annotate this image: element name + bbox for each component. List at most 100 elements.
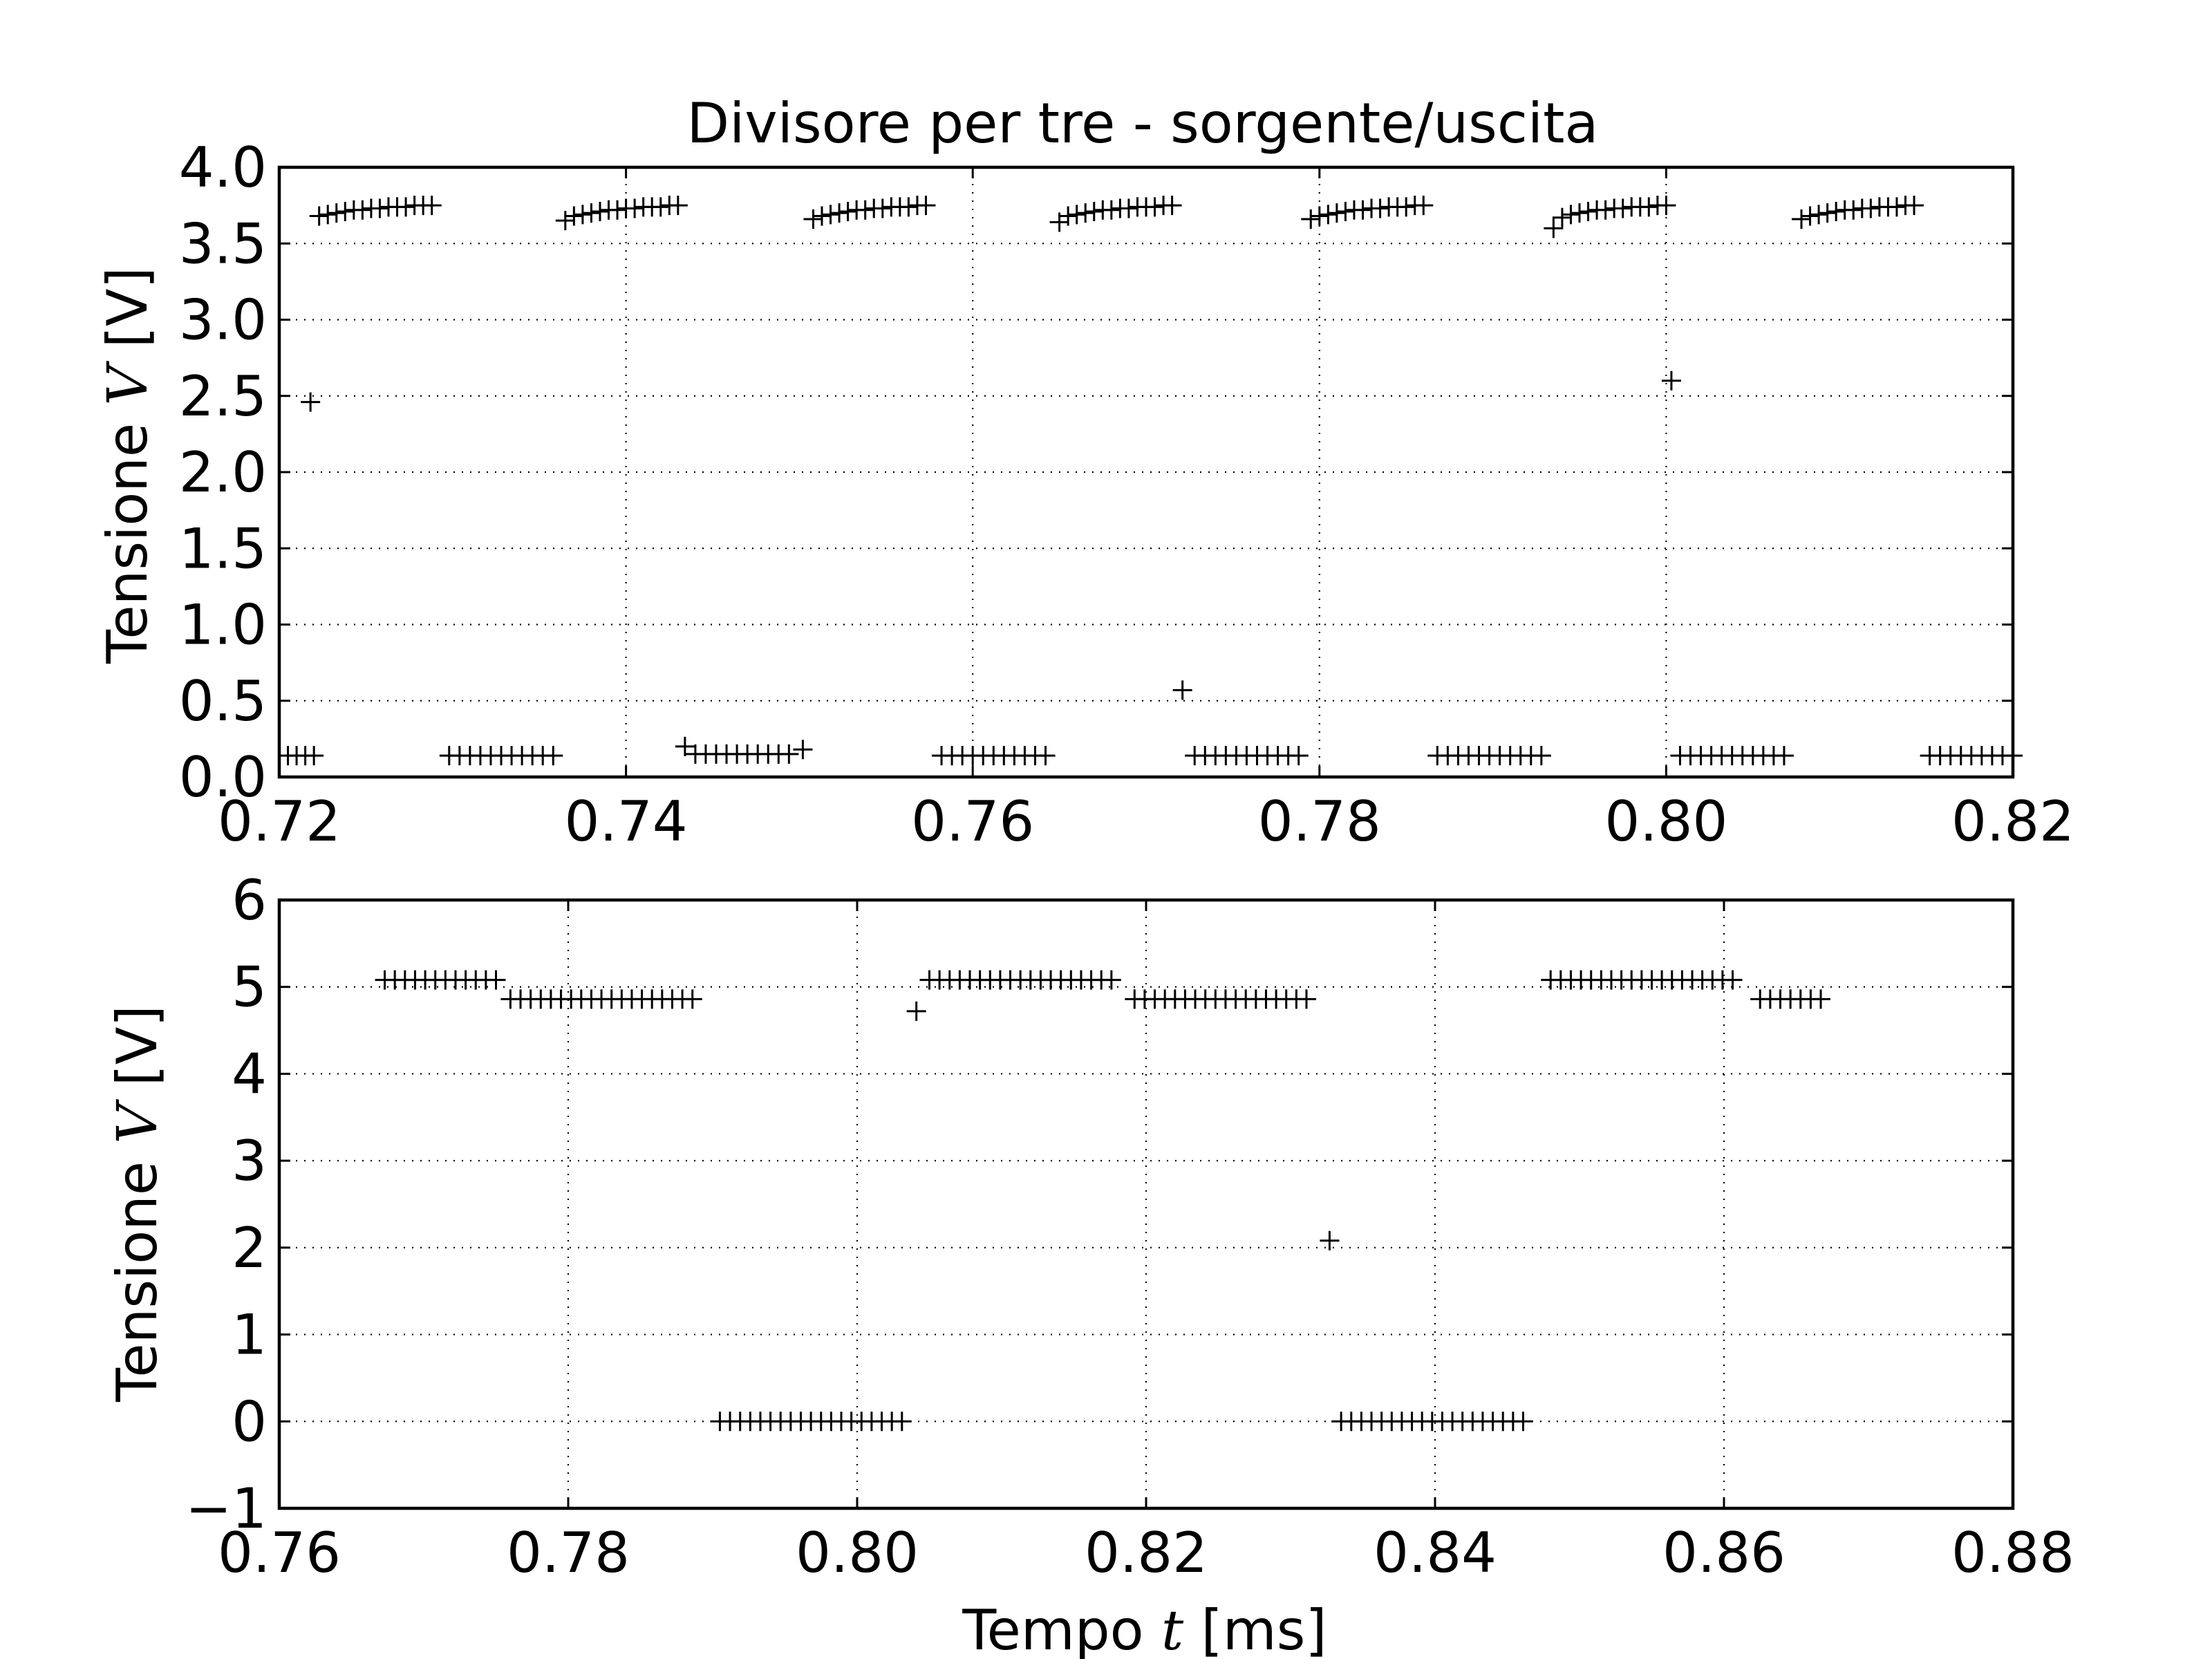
bottom-grid bbox=[279, 900, 2013, 1508]
x-tick-label: 0.88 bbox=[1951, 1521, 2074, 1585]
y-tick-label: 1.0 bbox=[179, 593, 267, 657]
data-point bbox=[1101, 200, 1121, 220]
data-point bbox=[555, 211, 575, 231]
y-tick-label: 2.5 bbox=[179, 364, 267, 429]
data-point bbox=[304, 746, 324, 766]
bottom-y-axis-label: Tensione V [V] bbox=[105, 1005, 169, 1403]
data-point bbox=[1058, 206, 1078, 226]
data-point bbox=[1145, 197, 1165, 217]
x-tick-label: 0.80 bbox=[796, 1521, 919, 1585]
bottom-y-tick-labels: −1 0 1 2 3 4 5 6 bbox=[185, 868, 267, 1541]
data-point bbox=[543, 746, 563, 766]
data-point bbox=[353, 200, 373, 220]
bottom-subplot: 0.76 0.78 0.80 0.82 0.84 0.86 0.88 −1 0 1 2 3 4 5 6 T… bbox=[105, 868, 2074, 1659]
data-point bbox=[1661, 371, 1681, 391]
data-point bbox=[1076, 203, 1096, 223]
data-point bbox=[1067, 205, 1087, 225]
data-point bbox=[1320, 1230, 1340, 1250]
data-point bbox=[1570, 203, 1589, 223]
data-point bbox=[370, 198, 390, 218]
data-point bbox=[1353, 200, 1373, 220]
y-tick-label: 0.0 bbox=[179, 745, 267, 809]
data-point bbox=[1513, 1412, 1533, 1432]
top-subplot: Divisore per tre - sorgente/uscita 0.72 0… bbox=[95, 91, 2074, 854]
x-tick-label: 0.76 bbox=[911, 789, 1034, 854]
data-point bbox=[301, 392, 321, 412]
data-point bbox=[1826, 201, 1846, 221]
x-tick-label: 0.82 bbox=[1085, 1521, 1208, 1585]
data-point bbox=[916, 196, 936, 216]
x-tick-label: 0.78 bbox=[507, 1521, 630, 1585]
data-point bbox=[838, 201, 858, 221]
data-point bbox=[1552, 207, 1572, 227]
x-tick-label: 0.76 bbox=[218, 1521, 341, 1585]
data-point bbox=[326, 203, 346, 223]
data-point bbox=[1639, 197, 1659, 217]
data-point bbox=[1531, 746, 1551, 766]
top-x-tick-labels: 0.72 0.74 0.76 0.78 0.80 0.82 bbox=[218, 789, 2074, 854]
data-point bbox=[899, 197, 919, 217]
y-tick-label: 3 bbox=[232, 1129, 267, 1193]
data-point bbox=[608, 200, 628, 220]
data-point bbox=[1811, 989, 1831, 1009]
data-point bbox=[830, 203, 850, 223]
data-point bbox=[675, 736, 695, 756]
data-point bbox=[1101, 970, 1121, 990]
y-tick-label: 3.0 bbox=[179, 288, 267, 353]
data-point bbox=[1335, 201, 1356, 221]
data-point bbox=[1800, 206, 1820, 226]
y-tick-label: 0.5 bbox=[179, 669, 267, 733]
y-tick-label: 0 bbox=[232, 1389, 267, 1454]
data-point bbox=[1288, 746, 1309, 766]
data-point bbox=[318, 205, 338, 225]
data-point bbox=[590, 201, 610, 221]
bottom-data-points bbox=[375, 970, 1831, 1432]
y-tick-label: 2 bbox=[232, 1216, 267, 1280]
y-tick-label: 3.5 bbox=[179, 212, 267, 276]
x-tick-label: 0.80 bbox=[1604, 789, 1727, 854]
chart-title: Divisore per tre - sorgente/uscita bbox=[687, 91, 1599, 156]
data-point bbox=[1370, 198, 1390, 218]
data-point bbox=[564, 206, 584, 226]
x-tick-label: 0.78 bbox=[1258, 789, 1381, 854]
data-point bbox=[625, 198, 645, 218]
data-point bbox=[892, 1412, 912, 1432]
data-point bbox=[486, 970, 506, 990]
data-point bbox=[821, 205, 841, 225]
data-point bbox=[650, 197, 671, 217]
y-tick-label: 4.0 bbox=[179, 135, 267, 200]
y-tick-label: 1.5 bbox=[179, 516, 267, 581]
data-point bbox=[309, 206, 329, 226]
data-point bbox=[581, 203, 601, 223]
data-point bbox=[682, 989, 702, 1009]
x-tick-label: 0.82 bbox=[1951, 789, 2074, 854]
data-point bbox=[1595, 200, 1615, 220]
data-point bbox=[668, 196, 688, 216]
y-tick-label: 6 bbox=[232, 868, 267, 932]
data-point bbox=[779, 744, 799, 764]
data-point bbox=[1327, 203, 1347, 223]
data-point bbox=[1844, 200, 1864, 220]
top-ticks bbox=[278, 166, 2014, 778]
data-point bbox=[1296, 989, 1316, 1009]
data-point bbox=[1084, 201, 1104, 221]
bottom-x-tick-labels: 0.76 0.78 0.80 0.82 0.84 0.86 0.88 bbox=[218, 1521, 2074, 1585]
data-point bbox=[803, 209, 823, 229]
x-tick-label: 0.86 bbox=[1662, 1521, 1785, 1585]
x-tick-label: 0.84 bbox=[1374, 1521, 1497, 1585]
data-point bbox=[872, 198, 892, 218]
top-data-points bbox=[278, 196, 2023, 766]
data-point bbox=[1723, 970, 1743, 990]
data-point bbox=[1613, 198, 1633, 218]
data-point bbox=[1561, 205, 1581, 225]
y-tick-label: −1 bbox=[185, 1477, 267, 1541]
data-point bbox=[906, 1001, 926, 1021]
data-point bbox=[1861, 198, 1881, 218]
data-point bbox=[335, 201, 355, 221]
y-tick-label: 2.0 bbox=[179, 440, 267, 505]
bottom-ticks bbox=[278, 899, 2014, 1510]
data-point bbox=[1414, 196, 1434, 216]
data-point bbox=[1318, 205, 1338, 225]
data-point bbox=[1172, 680, 1192, 700]
